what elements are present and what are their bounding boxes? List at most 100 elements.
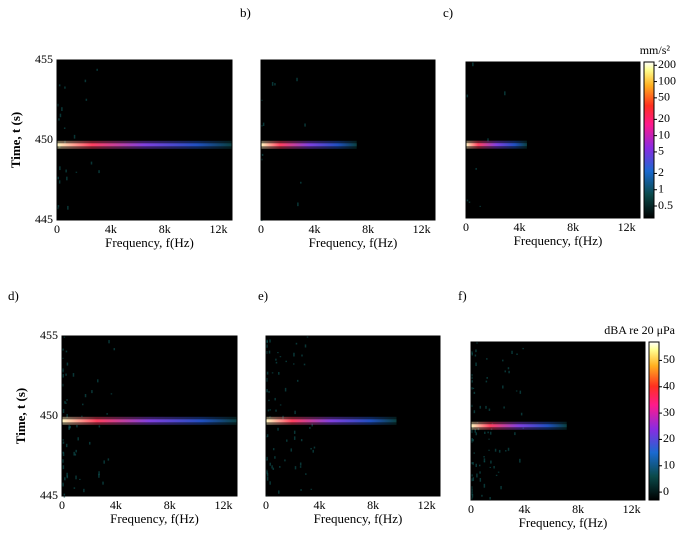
noise <box>483 483 486 488</box>
noise <box>65 402 67 404</box>
noise <box>519 458 521 463</box>
noise <box>65 350 68 353</box>
noise <box>514 432 516 436</box>
x-axis-title: Frequency, f(Hz) <box>309 235 398 250</box>
noise <box>277 352 279 354</box>
noise <box>106 413 108 415</box>
noise <box>507 367 510 370</box>
y-axis-title: Time, t (s) <box>8 112 23 168</box>
noise <box>502 359 504 362</box>
x-tick-label: 12k <box>418 498 436 512</box>
noise <box>299 466 302 468</box>
noise <box>303 363 306 366</box>
noise <box>296 379 299 382</box>
noise <box>57 103 59 107</box>
x-tick-label: 12k <box>618 220 636 234</box>
x-axis-title: Frequency, f(Hz) <box>314 511 403 526</box>
x-tick-label: 4k <box>309 222 321 236</box>
colorbar-tick-label: 0 <box>663 484 669 498</box>
noise <box>297 202 299 207</box>
noise <box>292 363 295 365</box>
noise <box>85 98 88 101</box>
y-axis-title: Time, t (s) <box>13 388 28 444</box>
noise <box>466 94 469 98</box>
noise <box>483 458 486 463</box>
x-tick-label: 0 <box>54 222 60 236</box>
noise <box>62 439 64 441</box>
noise <box>268 350 271 354</box>
colorbar-tick-label: 2 <box>658 165 664 179</box>
noise <box>271 82 274 86</box>
noise <box>62 383 64 387</box>
noise <box>64 477 66 481</box>
noise <box>312 449 314 453</box>
noise <box>479 405 482 409</box>
noise <box>473 452 476 454</box>
noise <box>487 431 489 434</box>
noise <box>471 429 473 433</box>
noise <box>476 342 478 344</box>
noise <box>110 393 113 395</box>
noise <box>67 205 69 210</box>
noise <box>497 471 500 473</box>
y-tick-label: 450 <box>40 408 58 422</box>
noise <box>266 456 268 461</box>
noise <box>103 460 105 464</box>
band <box>266 419 397 423</box>
noise <box>471 493 474 498</box>
noise <box>62 374 64 378</box>
x-tick-label: 12k <box>413 222 431 236</box>
panel-label: d) <box>8 288 19 303</box>
noise <box>59 166 61 171</box>
noise <box>485 380 488 383</box>
y-tick-label: 445 <box>35 212 53 226</box>
noise <box>471 492 473 496</box>
noise <box>272 467 275 470</box>
colorbar-tick-label: 20 <box>663 431 675 445</box>
noise <box>261 125 263 127</box>
y-tick-label: 445 <box>40 488 58 502</box>
noise <box>96 68 98 71</box>
noise <box>301 354 303 357</box>
noise <box>82 403 84 406</box>
noise <box>68 426 70 430</box>
noise <box>83 488 85 493</box>
noise <box>69 425 71 429</box>
panel-label: f) <box>458 288 467 303</box>
noise <box>274 456 276 459</box>
panel: 0 4k 8k 12k 445 450 455 Frequency, f(Hz) Time, t… <box>8 288 238 526</box>
noise <box>310 447 312 450</box>
noise <box>310 488 313 490</box>
noise <box>486 376 488 379</box>
band <box>62 419 237 423</box>
plot-area <box>266 336 440 496</box>
x-tick-label: 0 <box>263 498 269 512</box>
noise <box>97 379 99 383</box>
y-tick-label: 455 <box>40 328 58 342</box>
x-tick-label: 8k <box>362 222 374 236</box>
panel: 0 4k 8k 12k Frequency, f(Hz) e) <box>258 288 441 526</box>
noise <box>471 474 473 477</box>
x-tick-label: 8k <box>159 222 171 236</box>
colorbar-tick-label: 0.5 <box>658 198 673 212</box>
noise <box>474 429 477 433</box>
noise <box>471 380 473 383</box>
noise <box>488 438 490 440</box>
noise <box>285 360 287 363</box>
noise <box>504 91 506 96</box>
noise <box>266 346 268 348</box>
noise <box>309 426 311 429</box>
colorbar-tick-label: 1 <box>658 181 664 195</box>
noise <box>266 350 268 354</box>
noise <box>471 438 473 441</box>
noise <box>73 134 76 139</box>
noise <box>279 404 282 406</box>
noise <box>84 79 87 83</box>
noise <box>511 350 513 355</box>
noise <box>275 409 277 412</box>
noise <box>62 459 64 464</box>
noise <box>62 451 64 454</box>
noise <box>475 432 478 436</box>
noise <box>488 408 491 411</box>
